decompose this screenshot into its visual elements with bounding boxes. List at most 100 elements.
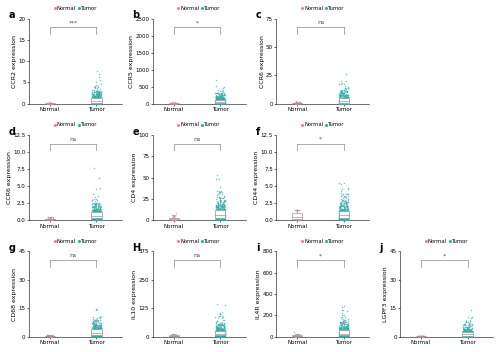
Point <box>96 96 104 102</box>
Point <box>44 333 52 339</box>
Point <box>336 99 344 105</box>
Point <box>218 331 226 336</box>
Point <box>212 206 220 212</box>
Point <box>96 332 104 338</box>
Point <box>214 216 222 222</box>
Point <box>466 327 474 333</box>
Point <box>340 209 348 214</box>
Point <box>215 217 223 222</box>
Point <box>90 212 98 218</box>
Point <box>463 332 471 338</box>
Point <box>95 329 103 335</box>
Point <box>212 212 220 218</box>
Point <box>212 208 220 214</box>
Point <box>336 207 344 213</box>
Point <box>344 217 351 222</box>
Point <box>96 324 104 330</box>
Point <box>339 215 347 221</box>
Point <box>218 97 226 103</box>
Point <box>464 327 472 333</box>
Point <box>213 331 221 337</box>
Point <box>93 333 101 339</box>
Point <box>218 95 226 100</box>
Point <box>214 211 222 216</box>
Bar <box>45 219 55 220</box>
Point <box>218 330 226 336</box>
Point <box>292 217 300 223</box>
Point <box>344 203 352 209</box>
Point <box>337 201 345 207</box>
Point <box>342 331 350 337</box>
Point <box>89 330 97 335</box>
Point <box>212 211 220 217</box>
Point <box>96 333 104 338</box>
Point <box>340 211 348 217</box>
Point <box>212 205 220 210</box>
Point <box>96 210 104 216</box>
Point <box>94 323 102 329</box>
Point <box>217 331 225 337</box>
Point <box>460 321 468 327</box>
Point <box>92 99 100 104</box>
Point <box>91 99 99 104</box>
Point <box>220 213 228 218</box>
Point <box>96 212 104 218</box>
Point <box>88 333 96 339</box>
Point <box>460 331 468 337</box>
Point <box>219 100 227 105</box>
Point <box>217 326 225 331</box>
Point <box>340 211 348 216</box>
Point <box>214 333 222 339</box>
Point <box>216 207 224 213</box>
Point <box>91 213 99 218</box>
Point <box>214 205 222 210</box>
Point <box>94 100 102 105</box>
Point <box>466 334 474 339</box>
Point <box>460 331 468 337</box>
Point <box>460 331 468 336</box>
Point <box>214 214 222 219</box>
Point <box>88 99 96 104</box>
Point <box>92 97 100 102</box>
Point <box>468 332 475 338</box>
Point <box>212 327 220 333</box>
Point <box>91 326 99 332</box>
Point <box>464 328 471 334</box>
Point <box>338 333 345 338</box>
Point <box>92 210 100 216</box>
Point <box>337 202 345 208</box>
Point <box>88 332 96 337</box>
Point <box>220 330 228 336</box>
Point <box>218 101 226 106</box>
Point <box>460 326 468 332</box>
Point <box>342 215 350 221</box>
Legend: Normal, Tumor: Normal, Tumor <box>178 122 220 127</box>
Point <box>90 208 98 213</box>
Point <box>96 331 104 337</box>
Point <box>217 331 225 336</box>
Point <box>339 96 347 102</box>
Point <box>340 100 347 106</box>
Point <box>93 97 101 103</box>
Point <box>344 332 351 338</box>
Point <box>220 332 228 338</box>
Point <box>96 98 104 103</box>
Point <box>93 326 101 332</box>
Point <box>344 93 351 98</box>
Point <box>343 100 351 106</box>
Point <box>336 214 344 219</box>
Point <box>335 99 343 105</box>
Point <box>336 334 344 339</box>
Point <box>215 330 223 335</box>
Point <box>214 99 222 105</box>
Point <box>215 205 223 210</box>
Point <box>338 217 346 223</box>
Point <box>338 330 346 336</box>
Point <box>92 214 100 219</box>
Point <box>168 332 176 338</box>
Point <box>89 331 97 337</box>
Point <box>96 204 104 209</box>
Point <box>218 208 226 213</box>
Point <box>462 329 470 334</box>
Point <box>340 94 347 100</box>
